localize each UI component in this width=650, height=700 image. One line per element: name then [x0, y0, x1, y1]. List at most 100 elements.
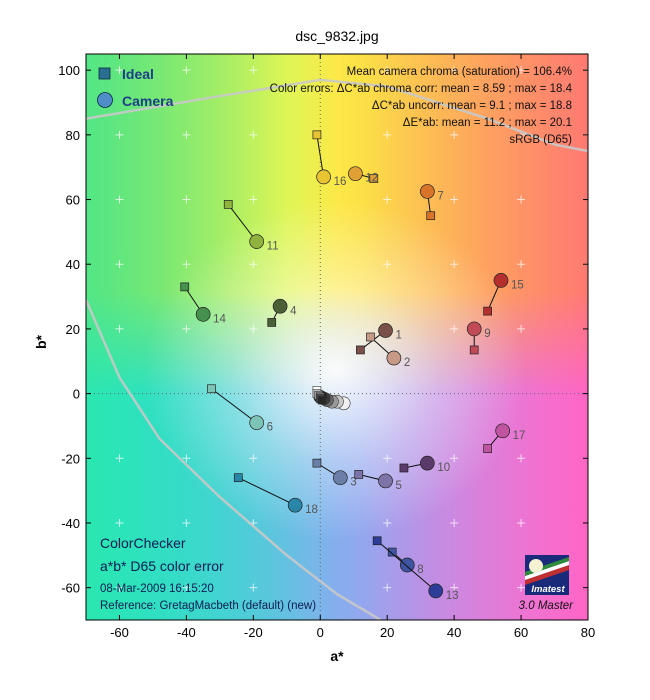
chart-subtitle-label: a*b* D65 color error — [100, 558, 224, 574]
grid-cross — [182, 195, 191, 204]
grid-cross — [182, 324, 191, 333]
grid-cross — [450, 324, 459, 333]
grid-cross — [249, 324, 258, 333]
grid-cross — [182, 130, 191, 139]
grid-cross — [450, 518, 459, 527]
patch-5-camera-point — [378, 473, 393, 489]
patch-18-error-line — [238, 477, 296, 506]
patch-11-number-label: 11 — [267, 241, 279, 253]
patch-8-ideal-point — [387, 547, 397, 557]
info-line-chroma: Mean camera chroma (saturation) = 106.4% — [347, 66, 572, 78]
grid-cross — [249, 66, 258, 75]
grid — [86, 54, 588, 620]
patch-9-camera-point — [466, 321, 482, 337]
grid-cross — [249, 195, 258, 204]
imatest-logo: Imatest — [525, 555, 569, 595]
y-tick-label: -60 — [61, 581, 80, 596]
grid-cross — [182, 518, 191, 527]
grid-cross — [450, 454, 459, 463]
grid-cross — [115, 260, 124, 269]
timestamp-label: 08-Mar-2009 16:15:20 — [100, 583, 214, 595]
grid-cross — [115, 195, 124, 204]
patch-13-ideal-point — [372, 536, 382, 546]
grid-cross — [517, 324, 526, 333]
patch-15-number-label: 15 — [511, 279, 524, 291]
x-tick-label: 0 — [317, 625, 324, 640]
chart-name-label: ColorChecker — [100, 535, 186, 551]
grid-cross — [517, 66, 526, 75]
patch-13-camera-point — [428, 583, 444, 599]
grid-cross — [383, 518, 392, 527]
patch-17-camera-point — [495, 423, 511, 439]
y-axis-label: b* — [33, 334, 49, 349]
axes: -60 -40 -20 0 20 40 60 80 -60 -40 -20 0 20 40 60 80 100 — [58, 54, 595, 640]
grid-cross — [249, 260, 258, 269]
grid-cross — [115, 583, 124, 592]
patch-17-ideal-point — [483, 444, 492, 453]
x-tick-label: -60 — [110, 625, 129, 640]
patch-16-ideal-point — [312, 130, 322, 140]
patch-1-camera-point — [378, 323, 393, 338]
info-line-delta-e: ΔE*ab: mean = 11.2 ; max = 20.1 — [403, 117, 572, 129]
grid-cross — [249, 583, 258, 592]
patch-16-number-label: 16 — [334, 176, 347, 188]
grid-cross — [182, 260, 191, 269]
grid-cross — [383, 260, 392, 269]
patch-6-number-label: 6 — [267, 422, 273, 434]
y-tick-label: 100 — [58, 63, 80, 78]
legend: Ideal Camera — [97, 66, 174, 109]
grid-cross — [450, 66, 459, 75]
x-tick-label: 80 — [581, 625, 595, 640]
legend-camera-label: Camera — [122, 93, 174, 109]
patch-18-camera-point — [287, 497, 303, 513]
y-tick-label: -40 — [61, 516, 80, 531]
patch-14-ideal-point — [180, 282, 190, 292]
x-tick-label: 60 — [514, 625, 528, 640]
grid-cross — [450, 260, 459, 269]
x-tick-label: -40 — [177, 625, 196, 640]
patch-18-ideal-point — [233, 473, 243, 483]
y-tick-label: 60 — [66, 193, 80, 208]
patch-7-camera-point — [420, 184, 435, 199]
patch-15-camera-point — [493, 273, 509, 288]
y-tick-label: 80 — [66, 128, 80, 143]
legend-ideal-label: Ideal — [122, 66, 154, 82]
grid-cross — [450, 583, 459, 592]
gamut-outline — [86, 78, 588, 620]
patch-4-ideal-point — [267, 318, 277, 327]
patch-14-camera-point — [195, 307, 211, 322]
info-text-block: Mean camera chroma (saturation) = 106.4%… — [270, 66, 573, 146]
patch-13-error-line — [376, 540, 437, 592]
info-line-chroma-corr: Color errors: ΔC*ab chroma corr: mean = … — [270, 83, 573, 95]
y-tick-label: 20 — [66, 322, 80, 337]
x-axis-label: a* — [330, 648, 344, 664]
patch-1-number-label: 1 — [396, 330, 402, 342]
patch-8-camera-point — [399, 557, 415, 573]
patch-14-number-label: 14 — [213, 313, 226, 325]
grid-cross — [383, 130, 392, 139]
patch-12-ideal-point — [369, 174, 379, 183]
patch-3-number-label: 3 — [350, 477, 356, 489]
grid-cross — [517, 195, 526, 204]
reference-label: Reference: GretagMacbeth (default) (new) — [100, 600, 316, 612]
patch-9-ideal-point — [469, 345, 479, 355]
grid-cross — [383, 66, 392, 75]
patch-11-error-line — [227, 204, 258, 242]
patch-3-ideal-point — [312, 458, 322, 468]
patch-10-ideal-point — [399, 463, 409, 473]
grid-cross — [115, 66, 124, 75]
legend-ideal-marker — [98, 67, 111, 80]
legend-camera-marker — [97, 92, 113, 108]
grid-cross — [182, 66, 191, 75]
grid-cross — [517, 518, 526, 527]
patch-5-ideal-point — [354, 470, 364, 479]
grid-cross — [383, 454, 392, 463]
patch-6-error-line — [211, 388, 257, 424]
patch-17-number-label: 17 — [513, 430, 526, 442]
patch-1-ideal-point — [356, 345, 365, 355]
x-tick-label: 20 — [380, 625, 394, 640]
patch-5-number-label: 5 — [396, 480, 402, 492]
grid-cross — [182, 454, 191, 463]
